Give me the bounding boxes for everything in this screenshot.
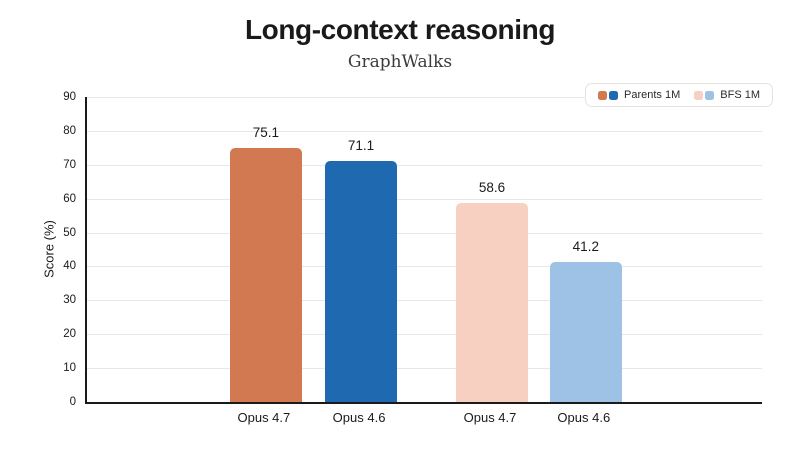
y-tick-label: 10 — [63, 362, 76, 375]
gridline — [87, 368, 762, 370]
bar-value-label: 75.1 — [252, 124, 280, 140]
gridline — [87, 232, 762, 234]
chart-subtitle: GraphWalks — [347, 52, 453, 72]
y-tick-label: 60 — [63, 192, 76, 205]
legend-swatches — [598, 90, 619, 100]
legend-swatches — [694, 90, 715, 100]
bar-value-label: 58.6 — [478, 180, 506, 196]
plot-area: 75.1 71.1 58.6 41.2 — [85, 97, 762, 404]
bar-value-label: 41.2 — [572, 239, 599, 255]
bar-parents-1m-opus-4.6 — [325, 161, 398, 402]
legend-label: Parents 1M — [624, 89, 681, 101]
bar-parents-1m-opus-4.7 — [229, 147, 302, 402]
bar-bfs-1m-opus-4.7 — [456, 203, 528, 402]
x-tick-label: Opus 4.7 — [463, 410, 517, 425]
x-tick-label: Opus 4.6 — [332, 410, 386, 425]
legend-swatch-icon — [694, 90, 704, 100]
legend-swatch-icon — [609, 90, 619, 100]
gridline — [87, 164, 762, 166]
y-tick-label: 50 — [63, 226, 76, 239]
bar-value-label: 71.1 — [347, 138, 375, 154]
gridline — [87, 266, 762, 268]
gridline — [87, 334, 762, 336]
y-tick-label: 20 — [63, 328, 76, 341]
gridline — [87, 97, 762, 98]
y-tick-label: 40 — [63, 260, 76, 273]
y-tick-label: 80 — [63, 124, 76, 137]
gridline — [87, 198, 762, 200]
bar-bfs-1m-opus-4.6 — [549, 262, 622, 402]
y-tick-label: 70 — [63, 158, 76, 171]
legend-swatch-icon — [598, 90, 608, 100]
legend: Parents 1M BFS 1M — [585, 83, 773, 107]
y-tick-label: 90 — [63, 91, 76, 103]
legend-label: BFS 1M — [720, 89, 760, 101]
chart-title: Long-context reasoning — [244, 14, 556, 45]
x-tick-label: Opus 4.7 — [237, 410, 291, 425]
y-tick-label: 30 — [63, 294, 76, 307]
x-tick-label: Opus 4.6 — [557, 410, 611, 425]
legend-item-parents-1m: Parents 1M — [598, 89, 680, 101]
legend-swatch-icon — [705, 90, 715, 100]
y-axis-ticks: 0 10 20 30 40 50 60 70 80 90 — [0, 91, 76, 408]
legend-item-bfs-1m: BFS 1M — [694, 89, 760, 101]
gridline — [87, 130, 762, 132]
gridline — [87, 300, 762, 302]
y-tick-label: 0 — [69, 396, 76, 408]
